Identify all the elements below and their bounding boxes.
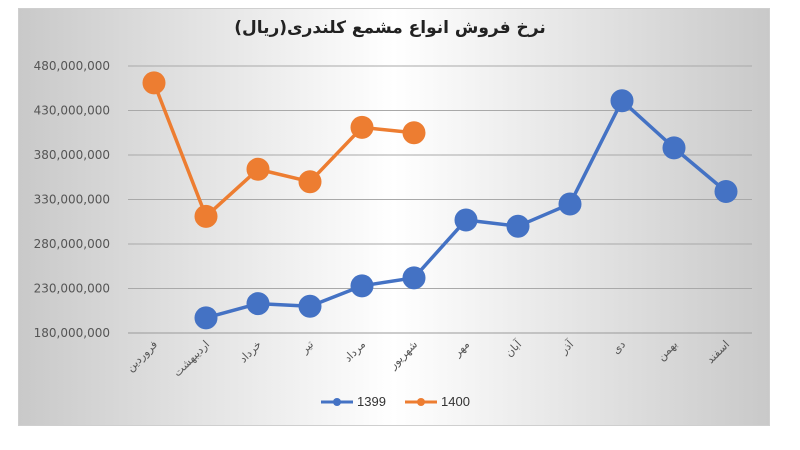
series-1399-point bbox=[350, 274, 374, 298]
x-tick-label: شهریور bbox=[386, 338, 420, 372]
x-tick-label: بهمن bbox=[655, 338, 680, 363]
x-tick-label: آذر bbox=[556, 337, 577, 358]
series-1399-point bbox=[402, 266, 426, 290]
series-1400-point bbox=[246, 157, 270, 181]
x-tick-label: مهر bbox=[450, 338, 472, 360]
series-1400-point bbox=[194, 204, 218, 228]
series-1400-line bbox=[152, 82, 415, 219]
y-tick-label: 380,000,000 bbox=[34, 148, 110, 162]
legend-1400-marker bbox=[417, 398, 425, 406]
y-tick-label: 480,000,000 bbox=[34, 59, 110, 73]
series-1399-point bbox=[506, 214, 530, 238]
y-tick-label: 430,000,000 bbox=[34, 104, 110, 118]
series-1399-point bbox=[558, 192, 582, 216]
series-1399-point bbox=[194, 306, 218, 330]
y-tick-label: 330,000,000 bbox=[34, 193, 110, 207]
x-tick-label: خرداد bbox=[237, 338, 264, 365]
legend-1400-label: 1400 bbox=[441, 394, 470, 409]
x-tick-label: فروردین bbox=[124, 338, 160, 374]
x-tick-label: تیر bbox=[297, 338, 316, 357]
series-1399-point bbox=[610, 89, 634, 113]
x-tick-label: اسفند bbox=[704, 338, 732, 366]
chart-title: نرخ فروش انواع مشمع کلندری(ریال) bbox=[234, 18, 546, 38]
x-tick-label: مرداد bbox=[341, 338, 368, 365]
series-1399-point bbox=[246, 292, 270, 316]
series-1399-point bbox=[298, 294, 322, 318]
legend: 1399 1400 bbox=[311, 390, 477, 414]
series-1399-point bbox=[714, 179, 738, 203]
legend-1399-label: 1399 bbox=[357, 394, 386, 409]
series-1399-point bbox=[662, 136, 686, 160]
series-1400-point bbox=[350, 115, 374, 139]
y-tick-label: 230,000,000 bbox=[34, 282, 110, 296]
y-tick-label: 280,000,000 bbox=[34, 237, 110, 251]
series-1400-point bbox=[142, 71, 166, 95]
y-tick-label: 180,000,000 bbox=[34, 326, 110, 340]
series-1399-point bbox=[454, 208, 478, 232]
series-1400-point bbox=[298, 170, 322, 194]
x-tick-label: دی bbox=[609, 338, 628, 357]
series-1400-point bbox=[402, 121, 426, 145]
x-tick-label: اردیبهشت bbox=[171, 338, 212, 379]
x-tick-label: آبان bbox=[502, 337, 525, 360]
chart-area bbox=[18, 8, 770, 426]
legend-1399-marker bbox=[333, 398, 341, 406]
